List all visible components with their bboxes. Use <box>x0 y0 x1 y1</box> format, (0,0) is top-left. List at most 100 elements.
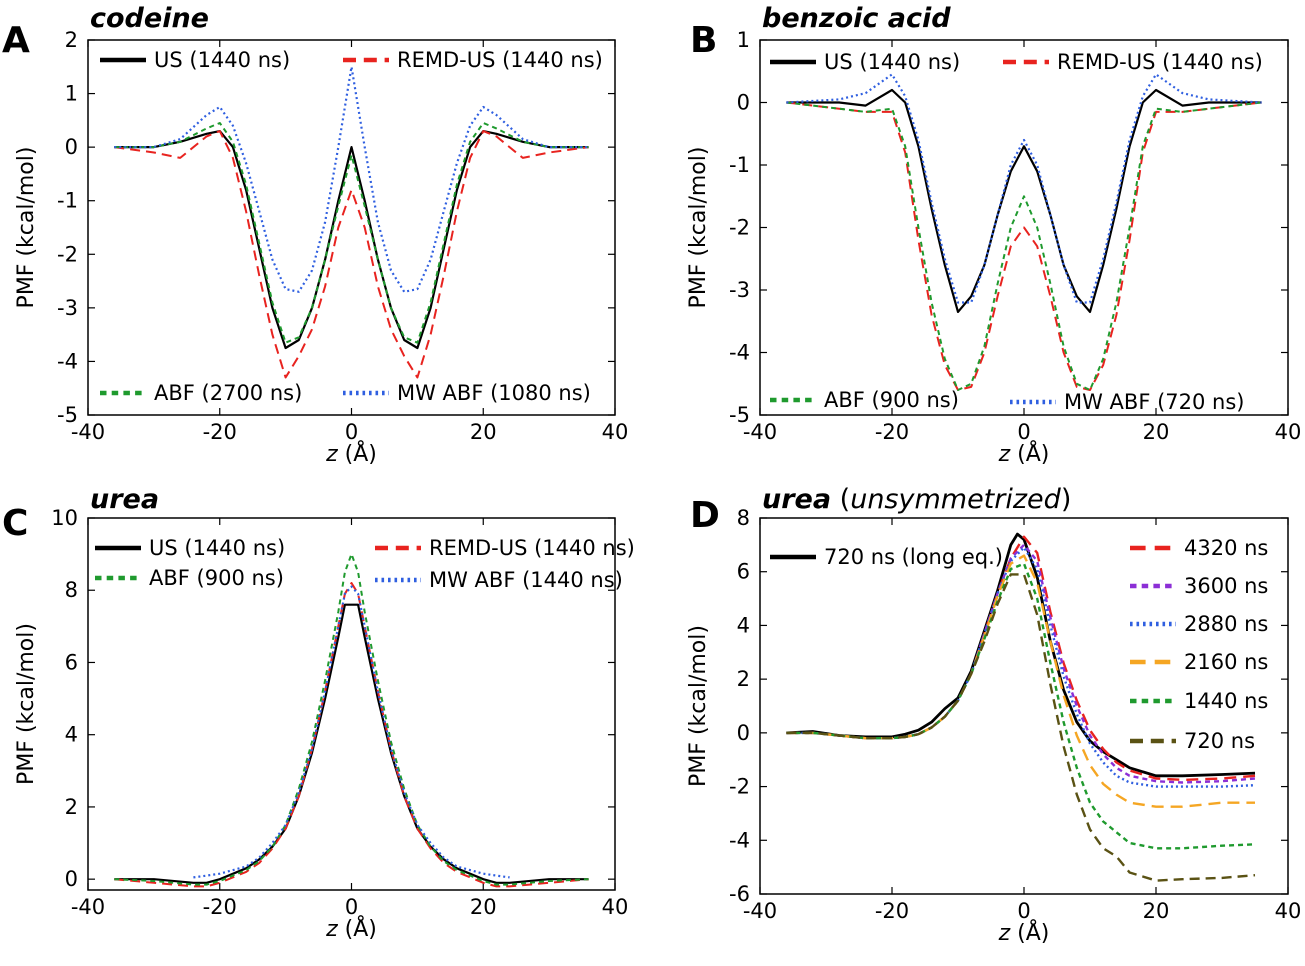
series-line-0 <box>114 130 589 350</box>
y-axis-label: PMF (kcal/mol) <box>14 147 39 309</box>
legend-label: US (1440 ns) <box>154 48 290 72</box>
series-line-3 <box>114 65 589 293</box>
y-tick-label: -2 <box>729 775 750 799</box>
series-line-1 <box>114 582 589 888</box>
y-tick-label: -1 <box>57 189 78 213</box>
series-line-0 <box>786 88 1262 313</box>
legend-label: US (1440 ns) <box>824 50 960 74</box>
x-tick-label: 0 <box>1017 899 1030 923</box>
y-tick-label: 1 <box>737 28 750 52</box>
x-tick-label: 20 <box>470 895 497 919</box>
legend-label: 3600 ns <box>1184 574 1268 598</box>
y-tick-label: -6 <box>729 882 750 906</box>
panel-title: codeine <box>90 3 209 34</box>
x-tick-label: 40 <box>602 895 629 919</box>
y-tick-label: -2 <box>57 242 78 266</box>
legend-label: 720 ns <box>1184 729 1255 753</box>
y-tick-label: 0 <box>65 135 78 159</box>
y-axis-label: PMF (kcal/mol) <box>686 147 711 309</box>
panel-label: C <box>2 503 28 544</box>
y-tick-label: -5 <box>729 403 750 427</box>
legend-label: 2160 ns <box>1184 650 1268 674</box>
x-tick-label: -20 <box>875 899 909 923</box>
panel-label: D <box>690 495 720 536</box>
x-tick-label: 40 <box>602 420 629 444</box>
y-tick-label: 1 <box>65 82 78 106</box>
y-tick-label: 4 <box>65 723 78 747</box>
panel-a: -40 -20 0 20 40 -5 -4 -3 -2 -1 0 1 2 z (Å) PMF (kcal/m… <box>2 3 628 467</box>
x-tick-label: -20 <box>203 420 237 444</box>
legend-label: 720 ns (long eq.) <box>824 545 1003 569</box>
y-tick-label: 10 <box>51 506 78 530</box>
panel-b: -40 -20 0 20 40 -5 -4 -3 -2 -1 0 1 z (Å) PMF (kcal/mo… <box>686 3 1301 467</box>
y-axis-label: PMF (kcal/mol) <box>686 625 711 787</box>
series-line-1 <box>114 130 589 379</box>
legend-label: US (1440 ns) <box>149 536 285 560</box>
legend-label: ABF (900 ns) <box>824 388 959 412</box>
x-axis-label: z (Å) <box>325 440 377 467</box>
x-tick-label: 0 <box>345 420 358 444</box>
y-tick-label: 2 <box>65 795 78 819</box>
y-tick-label: -4 <box>729 828 750 852</box>
y-tick-label: -3 <box>57 296 78 320</box>
y-tick-label: -5 <box>57 403 78 427</box>
x-tick-label: 20 <box>470 420 497 444</box>
y-tick-label: 2 <box>65 28 78 52</box>
series-line-5 <box>786 562 1256 850</box>
y-tick-label: -4 <box>729 341 750 365</box>
x-tick-label: -40 <box>743 899 777 923</box>
x-tick-label: 20 <box>1143 420 1170 444</box>
series-line-2 <box>786 101 1262 391</box>
x-axis-label: z (Å) <box>325 915 377 942</box>
plot-frame <box>87 39 616 416</box>
x-tick-label: -40 <box>743 420 777 444</box>
x-tick-label: 40 <box>1275 899 1302 923</box>
legend-label: MW ABF (720 ns) <box>1064 390 1244 414</box>
x-axis-label: z (Å) <box>998 919 1050 946</box>
legend-label: MW ABF (1440 ns) <box>429 568 623 592</box>
y-tick-label: 6 <box>737 560 750 584</box>
legend-label: ABF (2700 ns) <box>154 381 302 405</box>
legend-label: REMD-US (1440 ns) <box>429 536 635 560</box>
panel-title: urea (unsymmetrized) <box>762 484 1071 515</box>
series-line-4 <box>786 554 1255 808</box>
y-tick-label: 2 <box>737 667 750 691</box>
y-tick-label: 0 <box>737 91 750 115</box>
series-line-3 <box>193 585 510 879</box>
legend-label: 2880 ns <box>1184 612 1268 636</box>
panel-label: A <box>2 20 30 61</box>
legend-label: 4320 ns <box>1184 536 1268 560</box>
x-axis-label: z (Å) <box>998 440 1050 467</box>
series-line-3 <box>786 73 1262 304</box>
x-tick-label: 0 <box>345 895 358 919</box>
panel-label: B <box>690 20 717 61</box>
series-line-0 <box>114 603 589 884</box>
x-tick-label: 20 <box>1143 899 1170 923</box>
x-tick-label: -40 <box>71 895 105 919</box>
series-line-6 <box>786 573 1256 882</box>
y-tick-label: 0 <box>737 721 750 745</box>
series-line-1 <box>786 101 1262 391</box>
y-tick-label: 4 <box>737 613 750 637</box>
x-tick-label: 0 <box>1017 420 1030 444</box>
x-tick-label: -40 <box>71 420 105 444</box>
legend-label: REMD-US (1440 ns) <box>397 48 603 72</box>
y-axis-label: PMF (kcal/mol) <box>14 623 39 785</box>
y-tick-label: 8 <box>65 578 78 602</box>
legend-label: 1440 ns <box>1184 689 1268 713</box>
y-tick-label: 8 <box>737 506 750 530</box>
y-tick-label: -4 <box>57 349 78 373</box>
panel-c: -40 -20 0 20 40 0 2 4 6 8 10 z (Å) PMF (kcal/mol) Cur… <box>2 484 635 942</box>
y-tick-label: -2 <box>729 216 750 240</box>
y-tick-label: 6 <box>65 650 78 674</box>
y-tick-label: -3 <box>729 278 750 302</box>
y-tick-label: 0 <box>65 867 78 891</box>
series-line-2 <box>114 122 589 344</box>
x-tick-label: -20 <box>203 895 237 919</box>
y-tick-label: -1 <box>729 153 750 177</box>
panel-title: urea <box>90 484 159 515</box>
legend-label: REMD-US (1440 ns) <box>1057 50 1263 74</box>
x-tick-label: 40 <box>1275 420 1302 444</box>
